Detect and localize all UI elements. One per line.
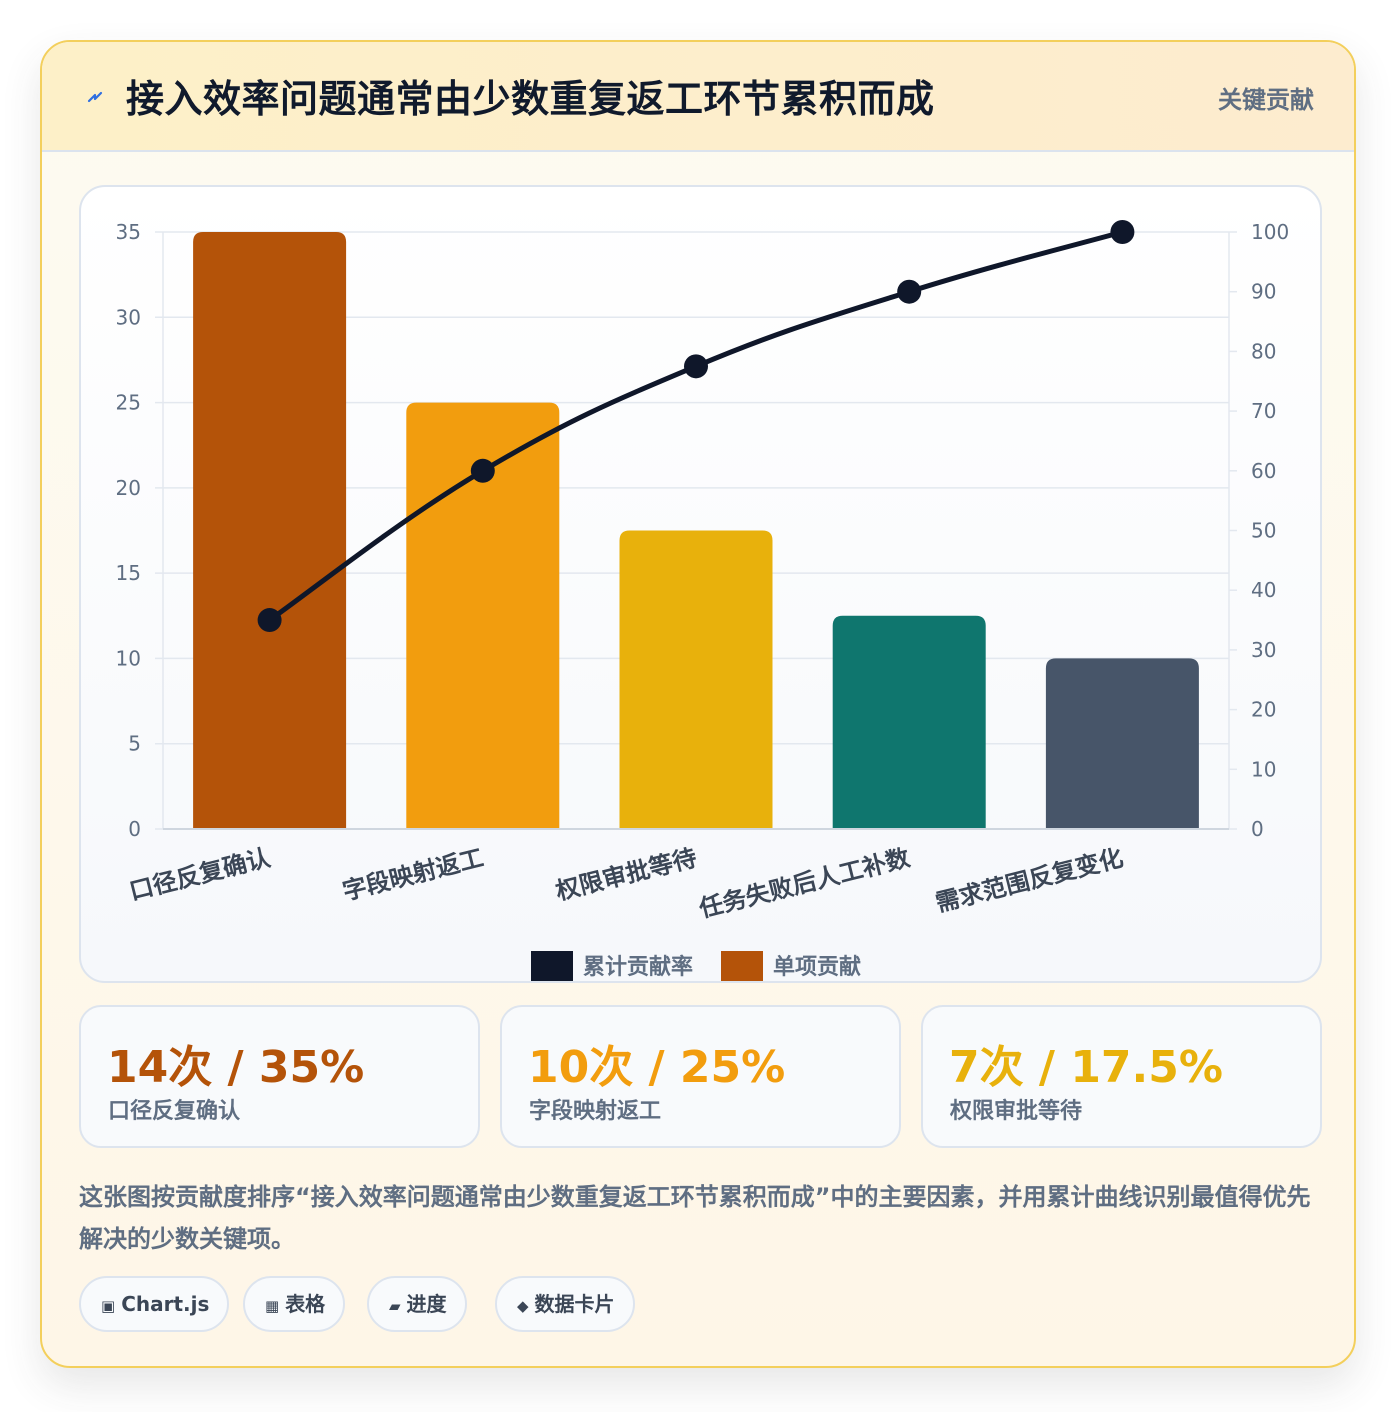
chart-description: 这张图按贡献度排序“接入效率问题通常由少数重复返工环节累积而成”中的主要因素，并… — [79, 1183, 1311, 1253]
y-tick-label: 35 — [116, 220, 141, 244]
stat-label: 字段映射返工 — [529, 1099, 662, 1124]
stat-value: 14次 / 35% — [107, 1042, 365, 1093]
stat-value: 10次 / 25% — [528, 1042, 786, 1093]
tag-label: 进度 — [406, 1292, 447, 1316]
bar — [619, 530, 773, 829]
y2-tick-label: 80 — [1251, 339, 1276, 363]
key-contribution-badge: 关键贡献 — [1218, 86, 1314, 114]
y-tick-label: 10 — [116, 646, 141, 670]
y2-tick-label: 70 — [1251, 399, 1276, 423]
stat-card-1: 14次 / 35% 口径反复确认 — [79, 1005, 480, 1148]
legend-label: 单项贡献 — [773, 954, 861, 980]
x-tick-label: 任务失败后人工补数 — [695, 843, 913, 923]
tag-data-card[interactable]: ◆ 数据卡片 — [495, 1276, 635, 1332]
x-tick-label: 需求范围反复变化 — [933, 844, 1126, 918]
legend-label: 累计贡献率 — [583, 954, 693, 980]
bar — [193, 232, 347, 829]
y2-tick-label: 100 — [1251, 220, 1289, 244]
y2-tick-label: 0 — [1251, 817, 1264, 841]
stat-value: 7次 / 17.5% — [949, 1042, 1223, 1093]
y-tick-label: 20 — [116, 476, 141, 500]
cumulative-point — [257, 608, 282, 633]
tag-label: 表格 — [285, 1292, 326, 1316]
bolt-icon — [87, 91, 103, 103]
bar — [1045, 658, 1199, 829]
pareto-chart: 0 5 10 15 20 25 30 35 0 10 20 30 40 50 60 70 80 90 100 口径反复… — [116, 220, 1289, 981]
tag-chartjs[interactable]: ▣ Chart.js — [79, 1276, 230, 1332]
pareto-chart-panel: 0 5 10 15 20 25 30 35 0 10 20 30 40 50 60 70 80 90 100 口径反复… — [79, 185, 1322, 983]
card-header: 接入效率问题通常由少数重复返工环节累积而成 关键贡献 — [42, 42, 1354, 152]
tag-label: 数据卡片 — [534, 1292, 615, 1316]
y-tick-label: 15 — [116, 561, 141, 585]
report-card: 接入效率问题通常由少数重复返工环节累积而成 关键贡献 0 5 10 15 20 25 30 3… — [40, 40, 1356, 1368]
y2-tick-label: 90 — [1251, 280, 1276, 304]
tag-progress[interactable]: ▰ 进度 — [367, 1276, 467, 1332]
progress-icon: ▰ — [389, 1297, 401, 1315]
y2-tick-label: 30 — [1251, 638, 1276, 662]
x-tick-label: 权限审批等待 — [552, 844, 699, 906]
stat-card-3: 7次 / 17.5% 权限审批等待 — [921, 1005, 1322, 1148]
y-tick-label: 5 — [128, 732, 141, 756]
stat-label: 口径反复确认 — [108, 1099, 241, 1124]
tag-table[interactable]: ▦ 表格 — [243, 1276, 346, 1332]
table-icon: ▦ — [265, 1297, 280, 1315]
bar — [406, 402, 560, 829]
x-tick-label: 字段映射返工 — [340, 844, 486, 906]
y2-tick-label: 20 — [1251, 698, 1276, 722]
y2-tick-label: 10 — [1251, 757, 1276, 781]
cumulative-point — [470, 458, 495, 483]
x-tick-label: 口径反复确认 — [127, 844, 273, 906]
legend-swatch — [531, 951, 573, 981]
cumulative-point — [1110, 220, 1135, 244]
y2-tick-label: 40 — [1251, 578, 1276, 602]
page-title: 接入效率问题通常由少数重复返工环节累积而成 — [126, 77, 935, 121]
diamond-icon: ◆ — [517, 1297, 529, 1315]
tag-label: Chart.js — [121, 1292, 210, 1316]
y-tick-label: 30 — [116, 305, 141, 329]
legend-swatch — [721, 951, 763, 981]
y2-tick-label: 60 — [1251, 459, 1276, 483]
stat-label: 权限审批等待 — [950, 1099, 1083, 1124]
cumulative-point — [684, 354, 708, 379]
stat-card-2: 10次 / 25% 字段映射返工 — [500, 1005, 901, 1148]
cumulative-point — [897, 279, 922, 304]
bar — [832, 615, 986, 829]
chart-icon: ▣ — [101, 1297, 116, 1315]
y-tick-label: 25 — [116, 391, 141, 415]
y-tick-label: 0 — [128, 817, 141, 841]
y2-tick-label: 50 — [1251, 519, 1276, 543]
